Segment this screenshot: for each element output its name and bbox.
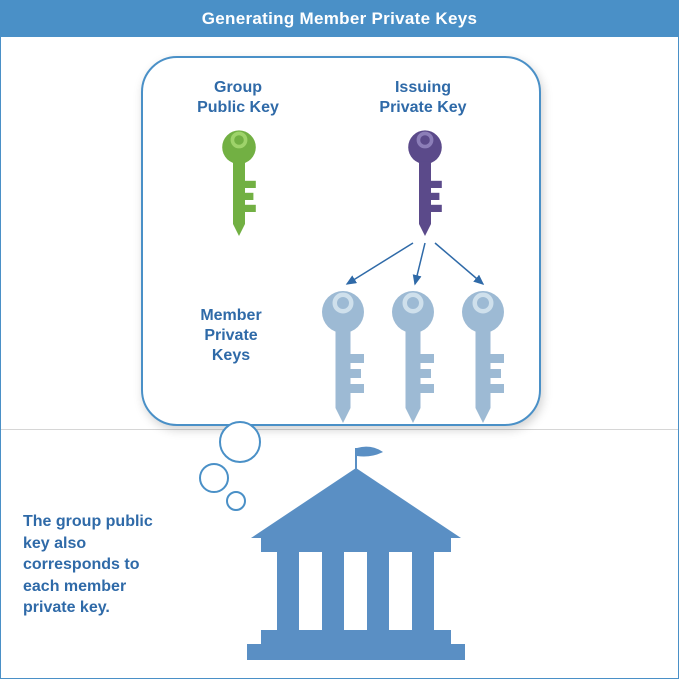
arrows-layer: [143, 58, 543, 428]
thought-bubble: GroupPublic Key IssuingPrivate Key Membe…: [141, 56, 541, 426]
header-bar: Generating Member Private Keys: [1, 1, 678, 37]
diagram-frame: Generating Member Private Keys GroupPubl…: [0, 0, 679, 679]
header-title: Generating Member Private Keys: [202, 9, 477, 28]
thought-circle: [199, 463, 229, 493]
building-icon: [231, 446, 481, 676]
caption-text: The group public key also corresponds to…: [23, 511, 178, 619]
